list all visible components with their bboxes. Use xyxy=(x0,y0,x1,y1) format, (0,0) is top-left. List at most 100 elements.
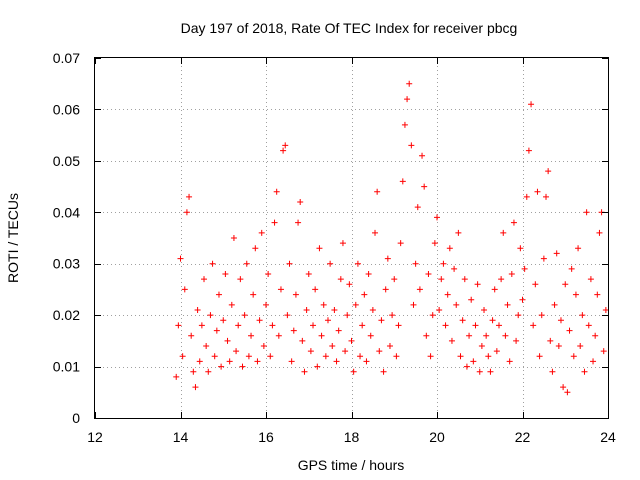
y-tick-label: 0.02 xyxy=(53,307,80,323)
data-point xyxy=(331,307,338,313)
data-point xyxy=(241,312,248,319)
data-point xyxy=(280,147,287,154)
data-point xyxy=(491,286,498,293)
data-point xyxy=(342,348,349,355)
data-point xyxy=(436,307,443,313)
data-point xyxy=(472,322,479,329)
data-point xyxy=(440,260,447,267)
data-point xyxy=(263,301,269,308)
data-point xyxy=(205,368,212,375)
data-point xyxy=(568,265,575,272)
data-point xyxy=(391,276,398,283)
data-point xyxy=(397,240,404,247)
data-point xyxy=(230,235,237,241)
data-point xyxy=(299,337,306,344)
data-point xyxy=(188,332,195,339)
data-point xyxy=(562,281,569,288)
data-point xyxy=(286,260,293,267)
data-point xyxy=(382,286,389,293)
data-point xyxy=(198,322,205,329)
data-point xyxy=(175,322,182,329)
data-point xyxy=(393,353,400,360)
data-point xyxy=(481,307,488,313)
data-point xyxy=(354,260,361,267)
data-point xyxy=(248,332,255,339)
data-point xyxy=(361,291,368,298)
data-point xyxy=(372,229,379,236)
data-point xyxy=(540,255,547,262)
x-axis-title: GPS time / hours xyxy=(298,457,405,473)
data-point xyxy=(380,368,387,375)
data-point xyxy=(252,245,259,252)
data-point xyxy=(517,245,524,252)
data-point xyxy=(502,332,509,339)
data-point xyxy=(410,301,417,308)
y-tick-label: 0.07 xyxy=(53,50,80,66)
data-point xyxy=(401,121,408,128)
data-point xyxy=(350,368,357,375)
data-point xyxy=(602,307,609,313)
y-tick-label: 0.03 xyxy=(53,256,80,272)
data-point xyxy=(260,343,267,349)
data-point xyxy=(183,209,190,216)
data-point xyxy=(222,271,229,277)
data-point xyxy=(346,281,353,288)
data-point xyxy=(585,322,592,329)
data-point xyxy=(590,358,597,365)
y-tick-label: 0.05 xyxy=(53,153,80,169)
data-point xyxy=(192,384,199,391)
data-point xyxy=(258,229,265,236)
data-point xyxy=(301,368,308,375)
data-point xyxy=(324,317,331,324)
data-point xyxy=(525,147,532,154)
data-point xyxy=(374,188,381,195)
x-tick-label: 22 xyxy=(515,429,531,445)
data-point xyxy=(592,332,599,339)
data-point xyxy=(386,343,393,349)
data-point xyxy=(359,322,366,329)
data-point xyxy=(594,291,601,298)
data-point xyxy=(369,307,376,313)
data-point xyxy=(307,348,314,355)
data-point xyxy=(557,317,564,324)
data-point xyxy=(519,296,526,303)
data-point xyxy=(288,358,295,365)
data-point xyxy=(220,317,227,324)
grid-lines xyxy=(95,58,608,418)
data-point xyxy=(566,327,573,334)
data-point xyxy=(596,229,603,236)
data-point xyxy=(228,301,235,308)
data-point xyxy=(498,276,505,283)
data-point xyxy=(190,368,197,375)
data-point xyxy=(329,343,336,349)
chart-title: Day 197 of 2018, Rate Of TEC Index for r… xyxy=(181,20,518,36)
data-point xyxy=(367,332,374,339)
data-point xyxy=(269,322,276,329)
data-point xyxy=(186,193,193,200)
data-point xyxy=(357,353,364,360)
data-point xyxy=(577,343,584,349)
data-point xyxy=(419,152,426,159)
data-point xyxy=(333,358,340,365)
data-point xyxy=(549,368,556,375)
data-point xyxy=(448,337,455,344)
data-point xyxy=(239,363,246,370)
data-point xyxy=(545,168,552,175)
data-point xyxy=(179,353,186,360)
data-point xyxy=(523,193,530,200)
data-point xyxy=(560,384,567,391)
data-point xyxy=(218,363,225,370)
data-point xyxy=(335,327,342,334)
data-point xyxy=(532,281,539,288)
data-point xyxy=(446,245,453,252)
data-point xyxy=(442,322,449,329)
x-tick-label: 20 xyxy=(429,429,445,445)
data-point xyxy=(414,204,421,211)
data-point xyxy=(515,312,522,319)
data-point xyxy=(438,276,445,283)
x-tick-label: 24 xyxy=(600,429,616,445)
data-point xyxy=(267,353,274,360)
data-point xyxy=(579,312,586,319)
data-point xyxy=(538,312,545,319)
